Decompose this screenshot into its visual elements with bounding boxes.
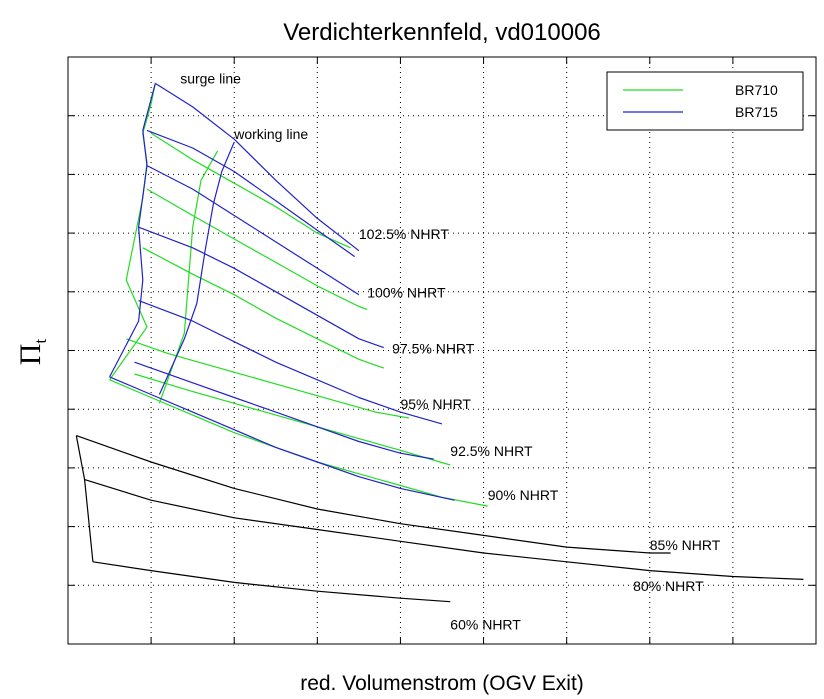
annotation-working-line: working line: [233, 126, 308, 142]
annotations: surge line working line 102.5% NHRT 100% NH…: [180, 70, 721, 632]
series-br715-speedline-97-5-nhrt-line: [138, 226, 384, 349]
annotation-60-nhrt: 60% NHRT: [450, 616, 521, 632]
annotation-surge-line: surge line: [180, 70, 241, 86]
series-br710-speedline-92-5-nhrt-line: [134, 373, 451, 466]
plot-area-frame: [67, 56, 817, 645]
series-br715-speedline-90-nhrt-line: [109, 376, 455, 501]
annotation-80-nhrt: 80% NHRT: [633, 578, 704, 594]
legend: BR710 BR715: [606, 71, 804, 131]
series-br715-surge-line: [109, 83, 156, 378]
series-br710-speedline-100-nhrt-line: [146, 188, 368, 310]
legend-label-br715: BR715: [735, 104, 778, 120]
annotation-95-nhrt: 95% NHRT: [400, 396, 471, 412]
series-br715-speedline-92-5-nhrt-line: [134, 361, 434, 460]
annotation-100-nhrt: 100% NHRT: [367, 285, 446, 301]
series-br715-speedline-100-nhrt-line: [146, 165, 360, 296]
chart-title: Verdichterkennfeld, vd010006: [283, 19, 601, 46]
plot-series: [75, 82, 804, 603]
series-br710-speedline-97-5-nhrt-line: [142, 247, 384, 369]
x-axis-label: red. Volumenstrom (OGV Exit): [300, 672, 584, 695]
annotation-92-5-nhrt: 92.5% NHRT: [450, 443, 533, 459]
series-br715-working-line: [158, 141, 235, 395]
series-br715-speedline-surge-top-line: [154, 82, 360, 252]
series-reference-speedline-80-nhrt-line: [84, 479, 804, 580]
series-br715-speedline-102-5-nhrt-line: [146, 129, 356, 258]
series-br710-working-line: [158, 150, 219, 404]
y-axis-label-subscript: t: [31, 339, 50, 344]
axis-ticks: [68, 57, 816, 644]
annotation-85-nhrt: 85% NHRT: [650, 537, 721, 553]
y-axis-label-symbol: Π: [14, 344, 47, 366]
y-axis-label: Πt: [14, 339, 50, 366]
annotation-97-5-nhrt: 97.5% NHRT: [392, 340, 475, 356]
legend-label-br710: BR710: [735, 82, 778, 98]
annotation-90-nhrt: 90% NHRT: [488, 487, 559, 503]
annotation-102-5-nhrt: 102.5% NHRT: [359, 226, 449, 242]
series-reference-speedline-60-nhrt-line: [92, 561, 451, 603]
series-reference-surge-line: [75, 435, 94, 562]
series-reference-speedline-85-nhrt-line: [76, 435, 671, 554]
series-br710-speedline-95-nhrt-line: [126, 338, 409, 419]
series-br715-speedline-95-nhrt-line: [138, 300, 443, 425]
legend-box: [606, 71, 804, 131]
series-br710-speedline-102-5-nhrt-line: [150, 132, 351, 249]
